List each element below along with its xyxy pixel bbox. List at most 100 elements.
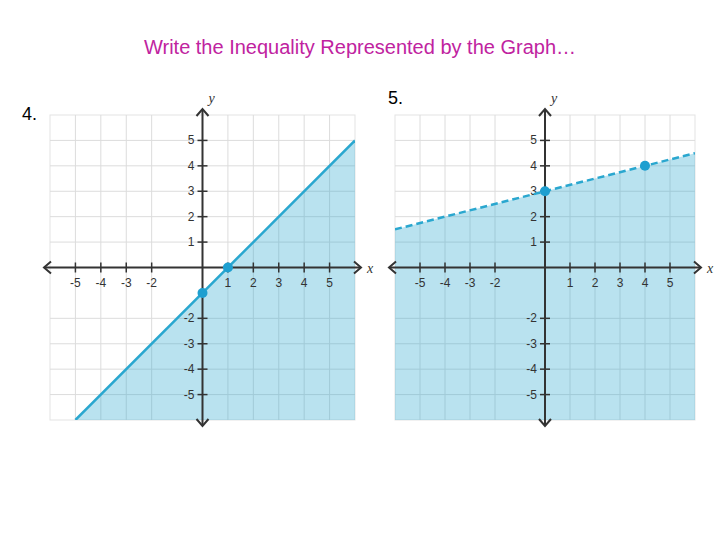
shaded-region	[75, 140, 355, 420]
boundary-line	[395, 153, 695, 229]
point	[640, 161, 650, 171]
tick-label: -5	[415, 276, 426, 290]
axis-arrow	[44, 262, 51, 274]
tick-label: 5	[326, 276, 333, 290]
chart-title: 4.	[22, 104, 37, 124]
tick	[540, 368, 550, 370]
tick-label: 4	[530, 159, 537, 173]
worksheet: Write the Inequality Represented by the …	[0, 0, 720, 540]
tick	[540, 394, 550, 396]
tick	[494, 263, 496, 273]
tick	[419, 263, 421, 273]
tick-label: 2	[250, 276, 257, 290]
tick-label: -2	[526, 311, 537, 325]
marks	[395, 153, 695, 229]
tick	[198, 165, 208, 167]
tick-label: 2	[188, 210, 195, 224]
tick	[540, 241, 550, 243]
axis-arrow	[197, 419, 209, 426]
tick	[151, 263, 153, 273]
tick-label: 5	[667, 276, 674, 290]
axis-arrow	[694, 262, 701, 274]
axis-label: x	[366, 261, 374, 276]
axis-label: y	[549, 91, 558, 106]
tick-label: 4	[188, 159, 195, 173]
grid-line	[50, 165, 355, 166]
point	[198, 288, 208, 298]
data-area	[75, 140, 355, 420]
tick-label: -4	[440, 276, 451, 290]
tick-label: 3	[188, 184, 195, 198]
tick-label: 3	[617, 276, 624, 290]
page-title: Write the Inequality Represented by the …	[144, 36, 576, 58]
tick	[126, 263, 128, 273]
tick	[444, 263, 446, 273]
tick	[198, 216, 208, 218]
tick	[540, 165, 550, 167]
tick-label: -5	[526, 388, 537, 402]
axis-arrow	[197, 109, 209, 116]
axis-arrow	[354, 262, 361, 274]
tick	[540, 343, 550, 345]
grid-line	[100, 115, 101, 420]
tick	[198, 191, 208, 193]
tick-label: 5	[188, 133, 195, 147]
tick	[198, 318, 208, 320]
point	[223, 263, 233, 273]
tick	[540, 140, 550, 142]
tick	[198, 140, 208, 142]
tick-label: -4	[95, 276, 106, 290]
grid-line	[75, 115, 76, 420]
axis-label: x	[706, 261, 714, 276]
tick-label: 4	[301, 276, 308, 290]
tick-label: 1	[225, 276, 232, 290]
boundary-line	[75, 140, 355, 420]
tick	[303, 263, 305, 273]
tick-label: -3	[526, 337, 537, 351]
chart-title: 5.	[388, 88, 403, 108]
tick-label: 5	[530, 133, 537, 147]
tick	[469, 263, 471, 273]
tick	[540, 216, 550, 218]
tick	[278, 263, 280, 273]
tick-label: -2	[146, 276, 157, 290]
tick	[198, 343, 208, 345]
tick	[198, 241, 208, 243]
tick	[569, 263, 571, 273]
tick-label: -5	[70, 276, 81, 290]
tick-label: -2	[490, 276, 501, 290]
tick-label: 3	[275, 276, 282, 290]
tick-label: 1	[567, 276, 574, 290]
tick	[198, 368, 208, 370]
point	[540, 186, 550, 196]
chart: 4.-5-4-3-212345-5-4-3-212345xy	[22, 91, 374, 426]
tick	[75, 263, 77, 273]
tick	[669, 263, 671, 273]
tick	[253, 263, 255, 273]
axis-arrow	[539, 419, 551, 426]
y-axis	[202, 109, 204, 426]
tick	[619, 263, 621, 273]
chart: 5. -5 -4 -3 -2 1 2 3 4 5 -5 -4 -3 -2 1 2 3 4 5 x y	[388, 88, 714, 426]
tick	[594, 263, 596, 273]
axis-arrow	[389, 262, 396, 274]
tick-label: 1	[188, 235, 195, 249]
tick-label: -4	[526, 362, 537, 376]
tick-label: 2	[530, 210, 537, 224]
tick-label: -3	[184, 337, 195, 351]
tick	[198, 394, 208, 396]
axis-label: y	[207, 91, 216, 106]
tick-label: 2	[592, 276, 599, 290]
y-axis	[544, 109, 546, 426]
tick-label: 3	[530, 184, 537, 198]
tick	[329, 263, 331, 273]
tick	[100, 263, 102, 273]
tick-label: 1	[530, 235, 537, 249]
tick-label: -2	[184, 311, 195, 325]
tick-label: -3	[121, 276, 132, 290]
tick-label: -3	[465, 276, 476, 290]
tick	[540, 318, 550, 320]
grid-line	[50, 140, 355, 141]
tick	[644, 263, 646, 273]
tick-label: 4	[642, 276, 649, 290]
